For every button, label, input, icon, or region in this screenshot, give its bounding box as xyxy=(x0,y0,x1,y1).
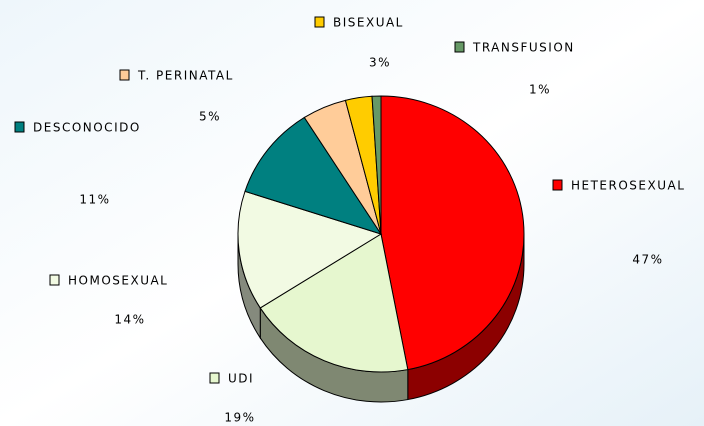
legend-swatch xyxy=(314,16,325,28)
legend-label: T. PERINATAL xyxy=(137,69,234,83)
legend-label: UDI xyxy=(228,372,254,386)
legend-swatch xyxy=(454,41,465,53)
slice xyxy=(259,233,409,373)
value-label: 1% xyxy=(529,83,551,97)
legend-swatch xyxy=(209,372,220,384)
value-label: 3% xyxy=(369,56,391,70)
pie-tops xyxy=(237,95,525,373)
legend-label: TRANSFUSION xyxy=(472,41,575,55)
legend-swatch xyxy=(14,121,25,133)
legend-label: BISEXUAL xyxy=(333,16,404,30)
value-label: 11% xyxy=(79,193,110,207)
value-label: 14% xyxy=(114,313,145,327)
legend-label: HETEROSEXUAL xyxy=(571,179,685,193)
legend-swatch xyxy=(49,274,60,286)
value-label: 47% xyxy=(632,253,663,267)
legend-label: DESCONOCIDO xyxy=(33,121,141,135)
slice xyxy=(371,95,382,235)
value-label: 19% xyxy=(224,411,255,425)
slice xyxy=(237,190,383,309)
slice xyxy=(380,95,525,371)
slice xyxy=(244,116,383,235)
labels: HETEROSEXUAL 47% UDI 19% HOMOSEXUAL 14% DESCON… xyxy=(14,16,685,425)
legend-swatch xyxy=(119,69,130,81)
value-label: 5% xyxy=(199,110,221,124)
legend-swatch xyxy=(552,179,563,191)
legend-label: HOMOSEXUAL xyxy=(68,274,168,288)
